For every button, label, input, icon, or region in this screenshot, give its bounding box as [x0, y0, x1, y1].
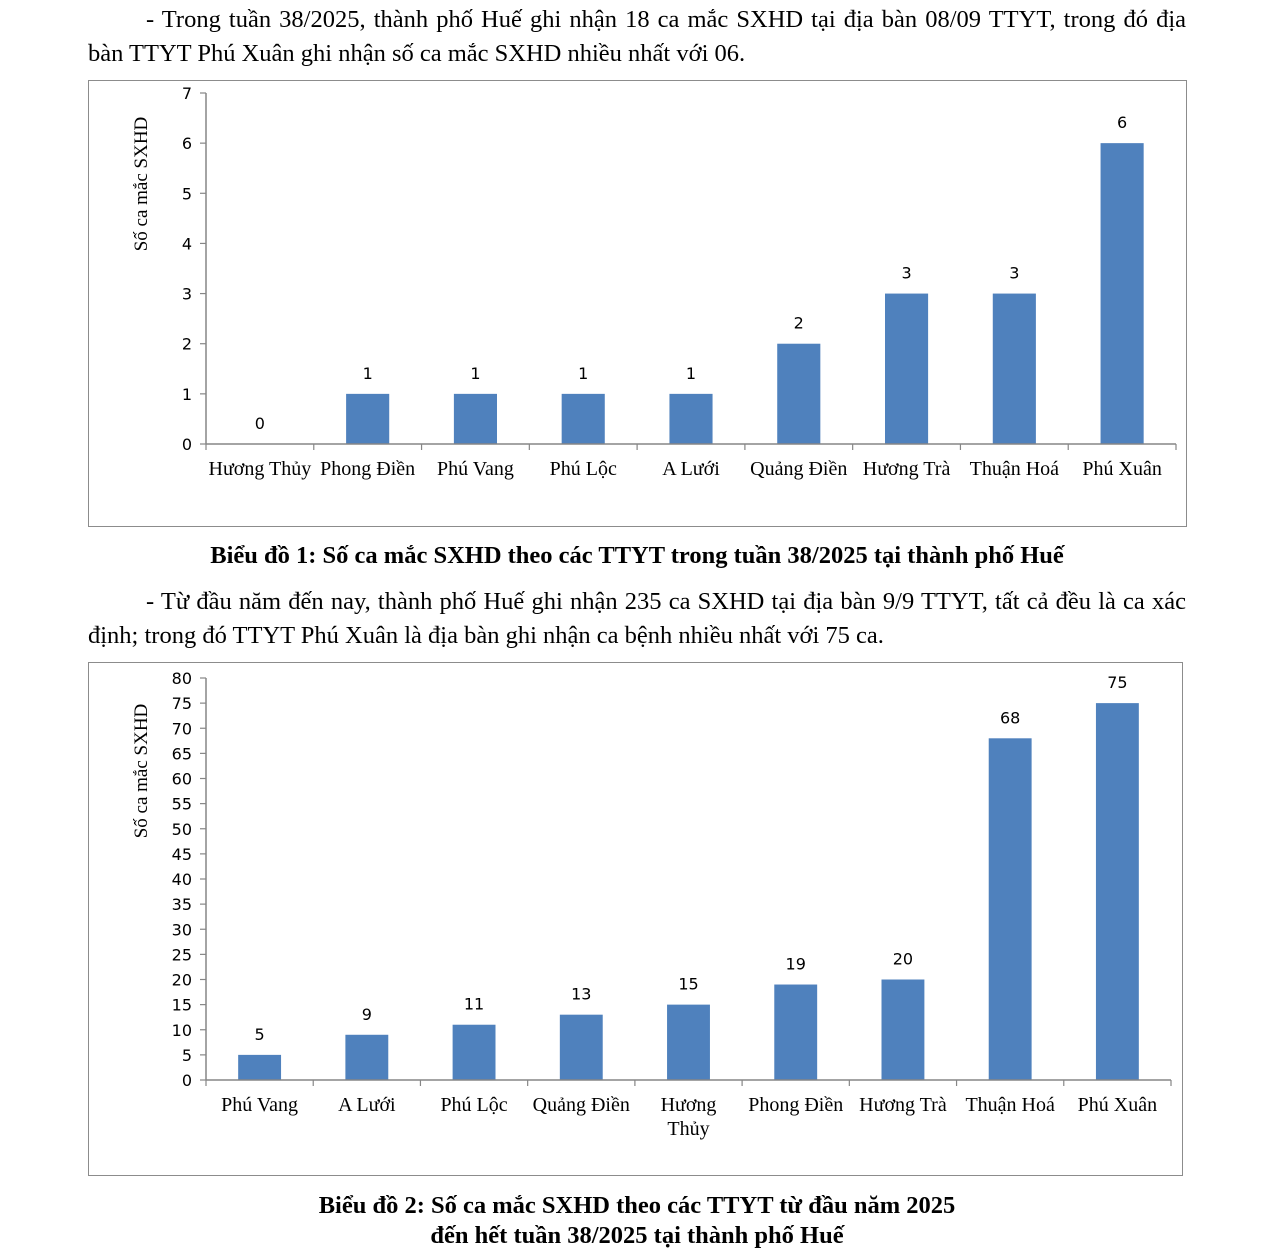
x-category-label-line: Hương [661, 1094, 717, 1116]
x-category-label: Thuận Hoá [970, 458, 1060, 480]
y-tick-label: 4 [182, 234, 192, 253]
y-tick-label: 25 [172, 945, 192, 964]
y-tick-label: 0 [182, 435, 192, 454]
x-category-label-line: Thủy [667, 1118, 709, 1140]
data-label: 1 [686, 364, 696, 383]
y-axis-title: Số ca mắc SXHD [131, 704, 152, 839]
y-tick-label: 7 [182, 84, 192, 103]
x-category-label: Hương Trà [863, 458, 951, 480]
data-label: 3 [1009, 264, 1019, 283]
bar [559, 1014, 603, 1080]
y-tick-label: 30 [172, 920, 192, 939]
y-tick-label: 6 [182, 134, 192, 153]
y-tick-label: 10 [172, 1021, 192, 1040]
x-category-label: Phú Lộc [550, 458, 617, 480]
bar [1100, 143, 1144, 444]
data-label: 68 [1000, 708, 1020, 727]
paragraph-ytd-summary: - Từ đầu năm đến nay, thành phố Huế ghi … [88, 585, 1186, 653]
bar [777, 343, 821, 444]
y-tick-label: 50 [172, 820, 192, 839]
chart2-caption-line2: đến hết tuần 38/2025 tại thành phố Huế [430, 1222, 844, 1249]
x-category-label: Quảng Điền [750, 458, 847, 480]
y-tick-label: 80 [172, 669, 192, 688]
bar [992, 293, 1036, 444]
y-tick-label: 40 [172, 870, 192, 889]
chart-weekly-cases: Số ca mắc SXHD 0 1 2 3 4 5 6 7 0 1 1 1 1 2 3 3 6 Hương Thủ… [88, 80, 1187, 527]
bar [667, 1004, 710, 1080]
bar [881, 979, 925, 1080]
chart-weekly-cases-svg: Số ca mắc SXHD 0 1 2 3 4 5 6 7 0 1 1 1 1 2 3 3 6 Hương Thủ… [131, 84, 1177, 480]
bar [453, 393, 497, 444]
chart1-caption: Biểu đồ 1: Số ca mắc SXHD theo các TTYT … [210, 542, 1064, 569]
bar [346, 393, 390, 444]
bar [885, 293, 929, 444]
bar [988, 738, 1032, 1080]
data-label: 19 [786, 955, 806, 974]
data-label: 75 [1107, 673, 1127, 692]
data-label: 3 [901, 264, 911, 283]
y-tick-label: 2 [182, 335, 192, 354]
data-label: 1 [363, 364, 373, 383]
data-label: 15 [678, 975, 698, 994]
data-label: 2 [794, 314, 804, 333]
y-tick-label: 15 [172, 996, 192, 1015]
x-category-label: Phú Xuân [1082, 458, 1161, 480]
x-category-label: Phong Điền [748, 1094, 843, 1116]
data-label: 1 [578, 364, 588, 383]
y-tick-label: 3 [182, 285, 192, 304]
data-label: 11 [464, 995, 484, 1014]
bar [452, 1024, 496, 1080]
data-label: 1 [470, 364, 480, 383]
paragraph-ytd-summary-text: - Từ đầu năm đến nay, thành phố Huế ghi … [88, 588, 1186, 649]
bar [345, 1034, 389, 1080]
y-tick-label: 1 [182, 385, 192, 404]
x-category-label: Hương Trà [859, 1094, 947, 1116]
y-tick-label: 45 [172, 845, 192, 864]
y-tick-label: 5 [182, 1046, 192, 1065]
data-label: 13 [571, 985, 591, 1004]
y-tick-label: 60 [172, 770, 192, 789]
data-label: 5 [255, 1025, 265, 1044]
y-axis-title: Số ca mắc SXHD [131, 117, 152, 252]
y-tick-label: 20 [172, 971, 192, 990]
y-tick-label: 5 [182, 184, 192, 203]
x-category-label: Phong Điền [320, 458, 415, 480]
paragraph-week-summary-text: - Trong tuần 38/2025, thành phố Huế ghi … [88, 6, 1186, 67]
x-category-label: Phú Xuân [1078, 1094, 1157, 1116]
y-tick-label: 0 [182, 1071, 192, 1090]
x-category-label: A Lưới [662, 458, 720, 480]
bar [561, 393, 605, 444]
paragraph-week-summary: - Trong tuần 38/2025, thành phố Huế ghi … [88, 3, 1186, 71]
y-tick-label: 35 [172, 895, 192, 914]
y-tick-label: 65 [172, 744, 192, 763]
y-tick-label: 70 [172, 719, 192, 738]
bar [669, 393, 713, 444]
data-label: 20 [893, 950, 913, 969]
x-category-label: Thuận Hoá [965, 1094, 1055, 1116]
chart2-caption-line1: Biểu đồ 2: Số ca mắc SXHD theo các TTYT … [318, 1192, 956, 1219]
bar [774, 984, 818, 1080]
x-category-label: Quảng Điền [533, 1094, 630, 1116]
chart-ytd-cases: Số ca mắc SXHD 0 5 10 15 20 25 30 35 40 45 50 55 60 65… [88, 662, 1183, 1176]
y-tick-label: 75 [172, 694, 192, 713]
chart-ytd-cases-svg: Số ca mắc SXHD 0 5 10 15 20 25 30 35 40 45 50 55 60 65… [131, 669, 1172, 1140]
x-category-label: A Lưới [338, 1094, 396, 1116]
x-category-label: Hương Thủy [209, 458, 312, 480]
data-label: 0 [255, 414, 265, 433]
data-label: 9 [362, 1005, 372, 1024]
data-label: 6 [1117, 113, 1127, 132]
bar [1095, 703, 1139, 1080]
x-category-label: Hương Thủy [661, 1094, 717, 1140]
x-category-label: Phú Lộc [440, 1094, 507, 1116]
x-category-label: Phú Vang [221, 1094, 298, 1116]
bar [238, 1054, 282, 1080]
y-tick-label: 55 [172, 795, 192, 814]
x-category-label: Phú Vang [437, 458, 514, 480]
